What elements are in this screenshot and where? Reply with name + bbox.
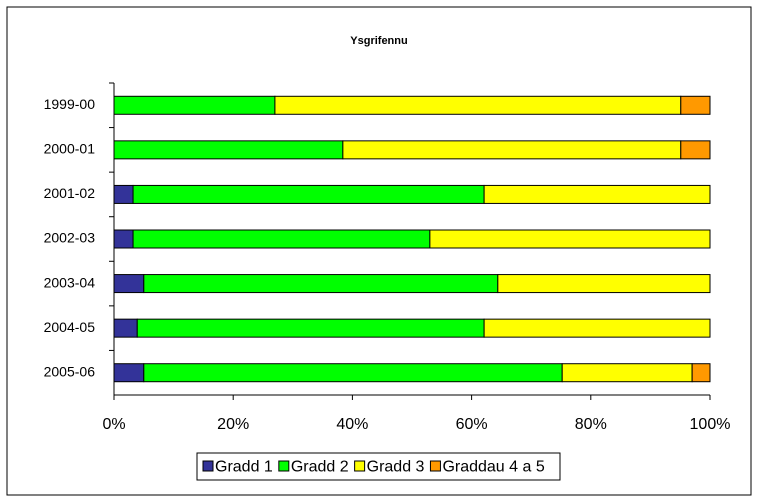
legend-box xyxy=(196,452,561,481)
bar-segment xyxy=(113,318,138,338)
bar-segment xyxy=(561,363,693,383)
x-tick-label: 20% xyxy=(217,416,249,433)
bar-segment xyxy=(691,363,711,383)
x-tick-label: 80% xyxy=(575,416,607,433)
y-tick-label: 1999-00 xyxy=(44,96,96,112)
y-tick-label: 2001-02 xyxy=(44,185,96,201)
bar-segment xyxy=(113,274,145,294)
x-tick-label: 40% xyxy=(336,416,368,433)
legend-swatch xyxy=(278,460,290,472)
x-tick-label: 0% xyxy=(102,416,125,433)
y-tick-label: 2005-06 xyxy=(44,363,96,379)
bar-segment xyxy=(113,184,134,204)
bar-segment xyxy=(113,229,134,249)
bar-segment xyxy=(132,229,431,249)
bar-segment xyxy=(680,95,711,115)
bar-segment xyxy=(483,184,711,204)
bar-segment xyxy=(136,318,485,338)
legend-label: Gradd 2 xyxy=(291,459,349,476)
chart-title: Ysgrifennu xyxy=(350,35,407,47)
legend-label: Gradd 1 xyxy=(215,459,273,476)
legend-label: Gradd 3 xyxy=(367,459,425,476)
chart-border xyxy=(6,6,752,496)
y-tick-label: 2004-05 xyxy=(44,319,96,335)
legend-swatch xyxy=(354,460,366,472)
bar-segment xyxy=(483,318,711,338)
bar-segment xyxy=(113,363,145,383)
y-tick-label: 2003-04 xyxy=(44,274,96,290)
bar-segment xyxy=(680,140,711,160)
bar-segment xyxy=(113,95,276,115)
bar-segment xyxy=(132,184,485,204)
bar-segment xyxy=(497,274,711,294)
legend-swatch xyxy=(429,460,441,472)
legend-label: Graddau 4 a 5 xyxy=(442,459,544,476)
y-tick-label: 2000-01 xyxy=(44,141,96,157)
bar-segment xyxy=(342,140,682,160)
bar-segment xyxy=(429,229,711,249)
legend-swatch xyxy=(202,460,214,472)
x-tick-label: 100% xyxy=(690,416,731,433)
bar-segment xyxy=(113,140,344,160)
bar-segment xyxy=(143,363,563,383)
x-tick-label: 60% xyxy=(456,416,488,433)
y-tick-label: 2002-03 xyxy=(44,230,96,246)
bar-segment xyxy=(143,274,499,294)
bar-segment xyxy=(274,95,682,115)
